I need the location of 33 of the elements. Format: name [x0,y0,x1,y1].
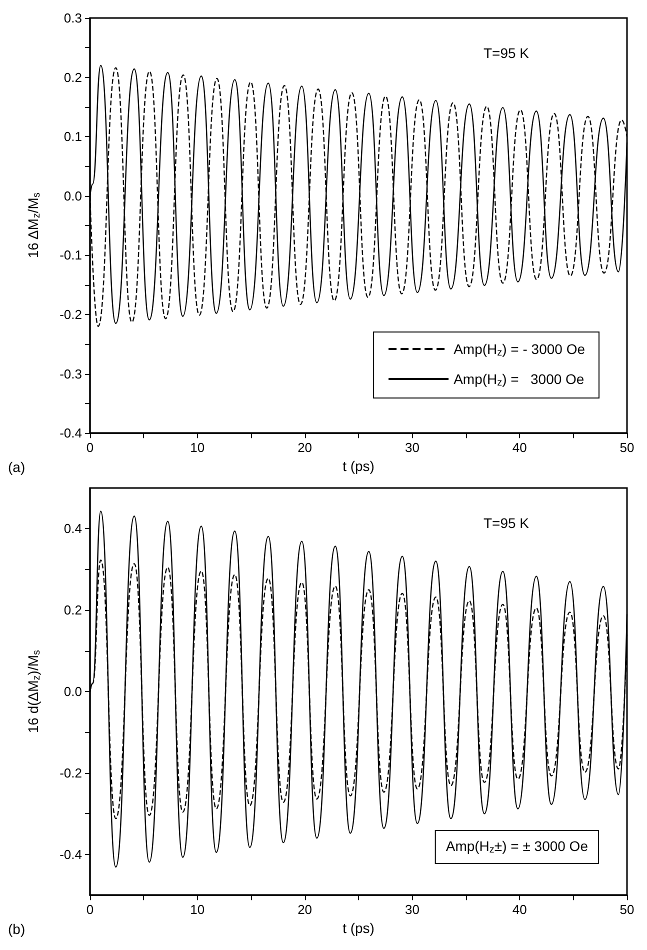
text: (b) [8,921,26,937]
x-tick-label: 40 [512,440,527,456]
y-tick-label: 0.3 [64,10,82,26]
text: (a) [8,459,26,475]
y-tick-label: -0.1 [60,248,82,263]
y-tick-label: -0.2 [60,307,82,322]
y-tick-label: -0.4 [60,846,82,862]
y-tick-label: 0.2 [64,602,82,618]
y-tick-label: 0.0 [64,188,82,204]
x-tick-label: 10 [190,902,205,918]
x-tick-label: 20 [298,440,312,456]
annotation: T=95 K [483,515,530,531]
y-axis-title: 16 d(ΔMz)/Ms [25,650,42,734]
x-tick-label: 50 [620,440,634,456]
y-tick-label: -0.3 [60,366,82,382]
x-tick-label: 30 [404,902,420,918]
x-tick-label: 20 [298,902,312,918]
x-tick-label: 50 [620,902,634,918]
x-axis-title: t (ps) [342,920,374,936]
x-axis-title: t (ps) [342,458,374,474]
x-tick-label: 40 [512,902,527,918]
x-tick-label: 0 [86,440,94,456]
y-tick-label: 0.1 [64,129,82,144]
x-tick-label: 0 [86,902,94,918]
y-tick-label: 0.0 [64,684,82,700]
y-tick-label: -0.2 [60,765,82,780]
y-axis-title: 16 ΔMz/Ms [25,192,42,258]
x-tick-label: 10 [190,440,205,456]
x-tick-label: 30 [404,440,420,456]
y-tick-label: -0.4 [60,426,82,441]
y-tick-label: 0.2 [64,70,82,85]
annotation: T=95 K [483,45,530,61]
y-tick-label: 0.4 [64,521,82,536]
